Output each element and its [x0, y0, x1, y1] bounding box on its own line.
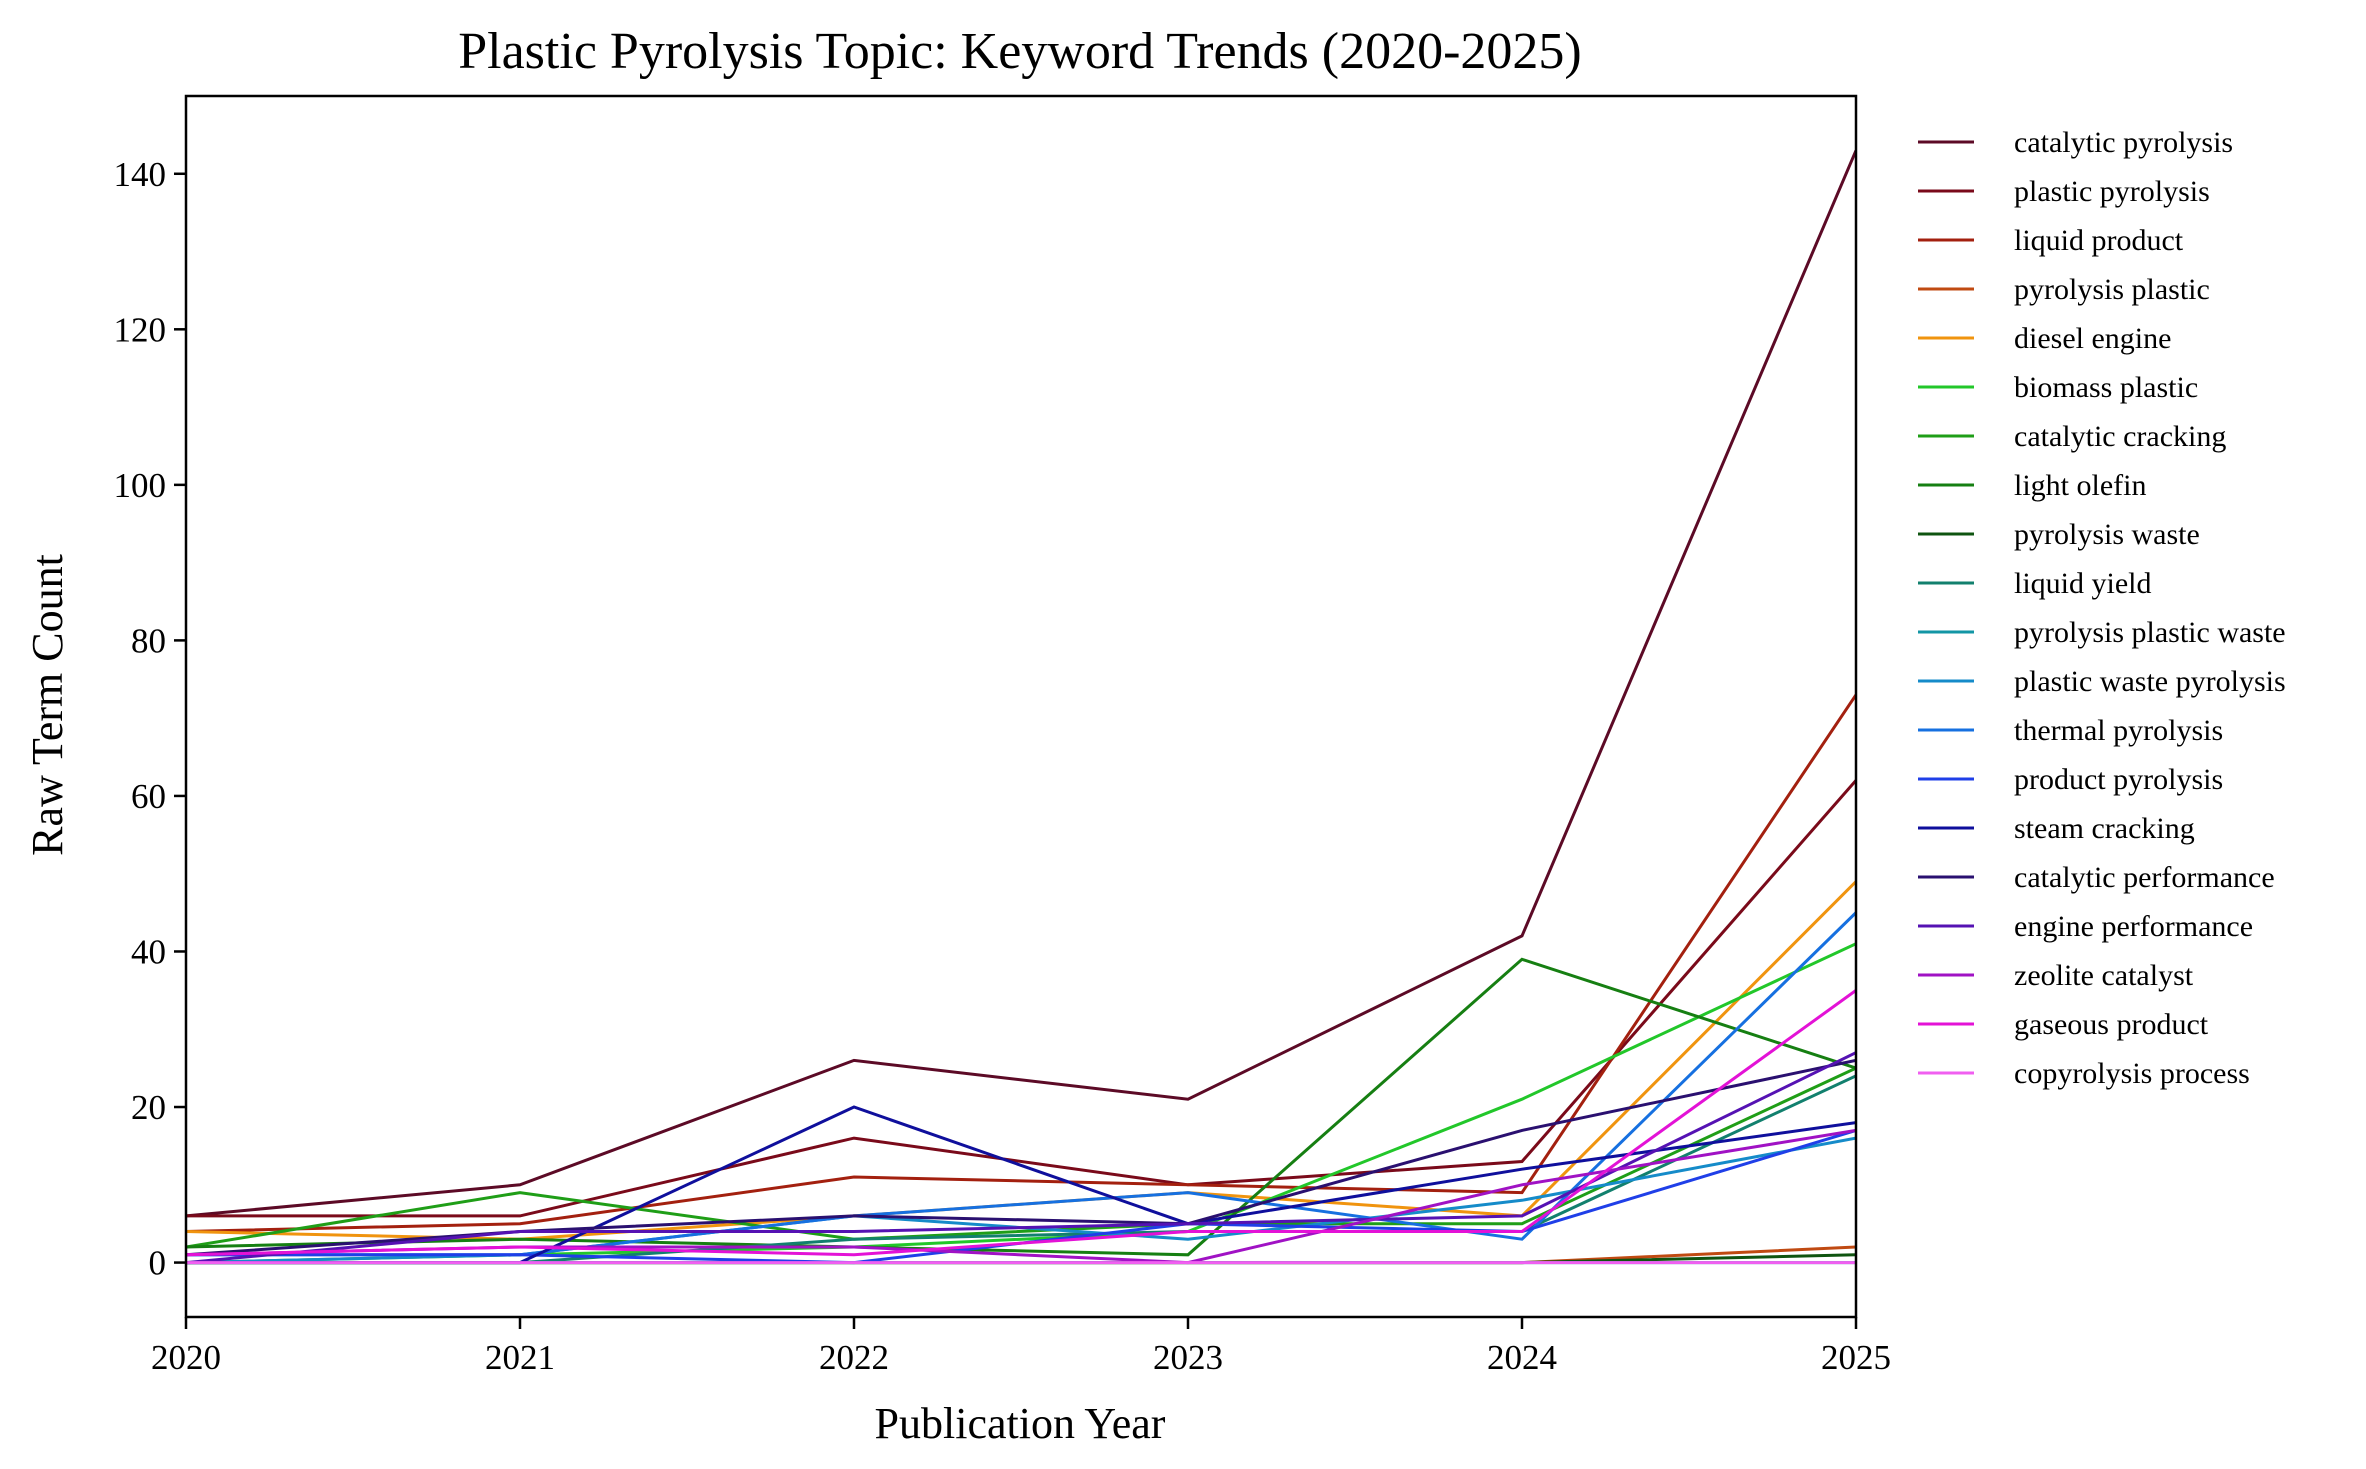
y-tick-label-0: 0 — [149, 1244, 167, 1283]
x-tick-label-2024: 2024 — [1487, 1338, 1557, 1377]
legend-label-2: plastic pyrolysis — [2014, 175, 2210, 208]
x-tick-label-2025: 2025 — [1821, 1338, 1891, 1377]
legend-label-6: biomass plastic — [2014, 371, 2198, 404]
chart-title: Plastic Pyrolysis Topic: Keyword Trends … — [458, 23, 1582, 80]
series-layer — [186, 150, 1856, 1262]
legend-label-11: pyrolysis plastic waste — [2014, 616, 2286, 649]
legend-label-3: liquid product — [2014, 224, 2184, 257]
x-tick-label-2022: 2022 — [819, 1338, 889, 1377]
x-tick-label-2023: 2023 — [1153, 1338, 1223, 1377]
legend-label-18: zeolite catalyst — [2014, 959, 2194, 992]
x-tick-label-2020: 2020 — [151, 1338, 221, 1377]
legend-label-12: plastic waste pyrolysis — [2014, 665, 2286, 698]
legend-label-15: steam cracking — [2014, 812, 2195, 845]
series-line-1 — [186, 150, 1856, 1216]
y-tick-label-140: 140 — [114, 155, 167, 194]
legend-label-1: catalytic pyrolysis — [2014, 126, 2233, 159]
legend-label-14: product pyrolysis — [2014, 763, 2223, 796]
legend-label-5: diesel engine — [2014, 322, 2171, 355]
series-line-13 — [186, 913, 1856, 1255]
legend-label-4: pyrolysis plastic — [2014, 273, 2210, 306]
legend-label-9: pyrolysis waste — [2014, 518, 2200, 551]
legend-label-8: light olefin — [2014, 469, 2146, 502]
y-tick-label-20: 20 — [131, 1088, 166, 1127]
series-line-3 — [186, 695, 1856, 1232]
legend-label-19: gaseous product — [2014, 1008, 2209, 1041]
legend: catalytic pyrolysis plastic pyrolysis liqu… — [1918, 126, 2286, 1090]
y-tick-label-60: 60 — [131, 777, 166, 816]
y-axis-label: Raw Term Count — [23, 554, 72, 856]
y-tick-label-100: 100 — [114, 466, 167, 505]
y-tick-label-80: 80 — [131, 621, 166, 660]
y-tick-label-40: 40 — [131, 932, 166, 971]
x-axis-label: Publication Year — [875, 1399, 1166, 1448]
series-line-8 — [186, 959, 1856, 1255]
legend-label-7: catalytic cracking — [2014, 420, 2226, 453]
x-tick-label-2021: 2021 — [485, 1338, 555, 1377]
y-tick-label-120: 120 — [114, 310, 167, 349]
legend-label-13: thermal pyrolysis — [2014, 714, 2223, 747]
legend-label-10: liquid yield — [2014, 567, 2152, 600]
legend-label-20: copyrolysis process — [2014, 1057, 2250, 1090]
legend-label-17: engine performance — [2014, 910, 2253, 943]
legend-label-16: catalytic performance — [2014, 861, 2275, 894]
series-line-2 — [186, 780, 1856, 1216]
series-line-10 — [186, 1076, 1856, 1263]
